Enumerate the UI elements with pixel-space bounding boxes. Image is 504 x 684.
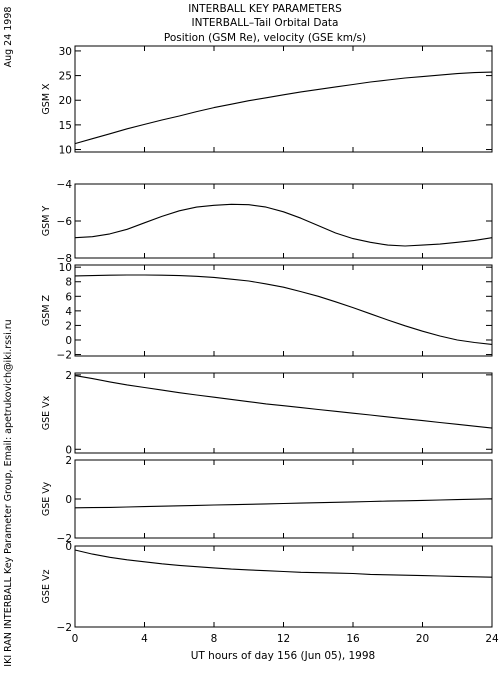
y-tick-label: 0 <box>65 335 72 347</box>
series-line <box>74 375 493 429</box>
x-tick-label: 16 <box>346 633 360 645</box>
y-tick-label: 10 <box>59 145 72 157</box>
panel-frame <box>74 459 493 539</box>
x-tick-label: 12 <box>277 633 290 645</box>
panel-frame <box>74 183 493 259</box>
series-line <box>74 498 493 509</box>
x-axis-label: UT hours of day 156 (Jun 05), 1998 <box>191 650 375 662</box>
y-tick-label: 10 <box>59 262 72 274</box>
panel-frame <box>74 545 493 628</box>
panel-frame <box>74 45 493 153</box>
y-tick-label: 2 <box>65 370 72 382</box>
chart-title-line3: Position (GSM Re), velocity (GSE km/s) <box>164 32 366 44</box>
y-tick-label: 0 <box>65 541 72 553</box>
y-tick-label: −4 <box>57 179 73 191</box>
y-axis-label: GSE Vy <box>41 481 52 516</box>
x-tick-label: 4 <box>141 633 148 645</box>
x-tick-label: 8 <box>211 633 218 645</box>
y-axis-label: GSE Vx <box>41 395 52 430</box>
y-axis-label: GSM X <box>41 83 52 115</box>
panel-frame <box>74 372 493 454</box>
series-line <box>74 274 493 345</box>
y-tick-label: 0 <box>65 444 72 456</box>
side-date: Aug 24 1998 <box>3 7 14 68</box>
panel-frame <box>74 264 493 357</box>
y-axis-label: GSM Z <box>41 294 52 326</box>
x-tick-label: 24 <box>485 633 499 645</box>
y-tick-label: 4 <box>65 306 72 318</box>
y-tick-label: 15 <box>59 120 72 132</box>
y-tick-label: −2 <box>57 622 72 634</box>
y-tick-label: −6 <box>57 216 73 228</box>
y-tick-label: 25 <box>59 71 72 83</box>
series-line <box>74 549 493 578</box>
y-axis-label: GSE Vz <box>41 570 52 604</box>
y-tick-label: −8 <box>57 253 72 265</box>
y-tick-label: 2 <box>65 320 72 332</box>
y-axis-label: GSM Y <box>41 206 52 237</box>
series-line <box>74 71 493 145</box>
x-tick-label: 0 <box>72 633 79 645</box>
chart-title-line2: INTERBALL–Tail Orbital Data <box>192 17 339 29</box>
x-tick-label: 20 <box>416 633 429 645</box>
y-tick-label: 8 <box>65 277 72 289</box>
y-tick-label: −2 <box>57 533 72 545</box>
y-tick-label: −2 <box>57 350 72 362</box>
y-tick-label: 30 <box>59 46 72 58</box>
y-tick-label: 0 <box>65 494 72 506</box>
y-tick-label: 6 <box>65 291 72 303</box>
side-credit: IKI RAN INTERBALL Key Parameter Group, E… <box>3 319 14 666</box>
series-line <box>74 203 493 247</box>
chart-title-line1: INTERBALL KEY PARAMETERS <box>188 3 342 15</box>
y-tick-label: 2 <box>65 455 72 467</box>
y-tick-label: 20 <box>59 95 72 107</box>
